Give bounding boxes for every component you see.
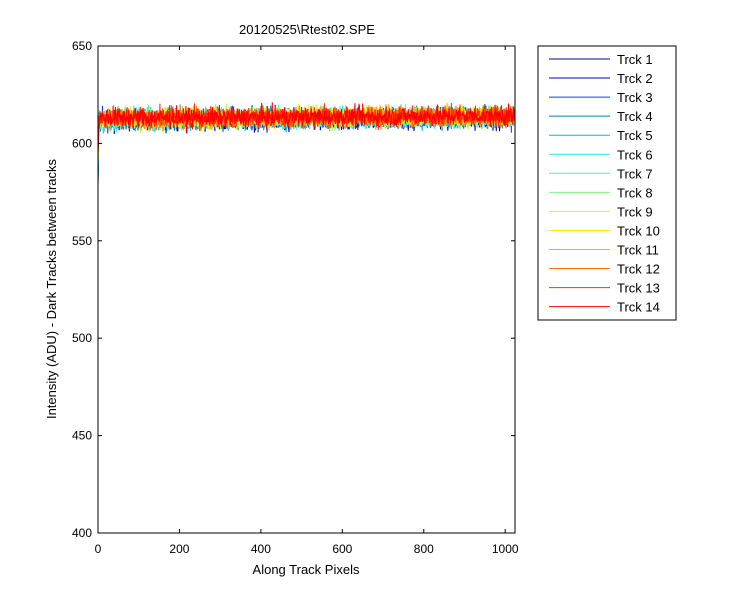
legend-label-5: Trck 5 [617, 128, 653, 143]
legend-label-11: Trck 11 [617, 243, 659, 258]
y-tick-label: 650 [72, 39, 92, 53]
axes: 0 200 400 600 800 1000 400 450 500 550 600 650 [72, 39, 519, 556]
legend-label-1: Trck 1 [617, 52, 653, 67]
y-axis-title: Intensity (ADU) - Dark Tracks between tr… [44, 158, 59, 419]
y-tick-label: 500 [72, 331, 92, 345]
x-axis-title: Along Track Pixels [253, 562, 360, 577]
legend: Trck 1 Trck 2 Trck 3 Trck 4 Trck 5 Trck 6 Trck… [537, 45, 677, 321]
legend-label-2: Trck 2 [617, 71, 653, 86]
x-tick-label: 800 [414, 542, 434, 556]
legend-label-12: Trck 12 [617, 262, 660, 277]
x-tick-label: 400 [251, 542, 271, 556]
chart-title: 20120525\Rtest02.SPE [239, 22, 375, 37]
legend-label-4: Trck 4 [617, 109, 653, 124]
legend-box [537, 45, 677, 321]
series-layer [97, 102, 516, 189]
legend-label-13: Trck 13 [617, 281, 660, 296]
x-tick-label: 600 [332, 542, 352, 556]
y-tick-label: 550 [72, 234, 92, 248]
x-tick-label: 0 [95, 542, 102, 556]
y-tick-label: 450 [72, 429, 92, 443]
legend-label-3: Trck 3 [617, 90, 653, 105]
y-tick-label: 400 [72, 526, 92, 540]
y-tick-label: 600 [72, 136, 92, 150]
legend-label-14: Trck 14 [617, 300, 660, 315]
series-line-14 [97, 102, 516, 151]
legend-label-7: Trck 7 [617, 166, 653, 181]
legend-label-6: Trck 6 [617, 147, 653, 162]
legend-label-9: Trck 9 [617, 204, 653, 219]
plot-area-frame [97, 45, 516, 534]
legend-label-10: Trck 10 [617, 223, 660, 238]
legend-label-8: Trck 8 [617, 185, 653, 200]
x-tick-label: 200 [169, 542, 189, 556]
x-tick-label: 1000 [492, 542, 519, 556]
